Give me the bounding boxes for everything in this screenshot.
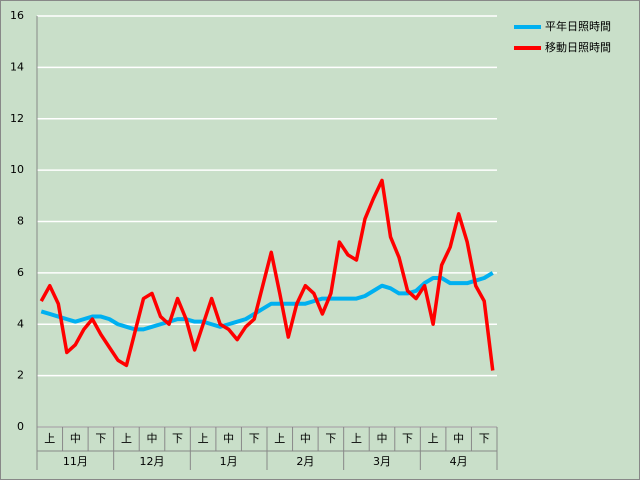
x-tick-label: 下 bbox=[95, 432, 106, 445]
y-tick-label: 4 bbox=[17, 317, 24, 330]
x-tick-label: 中 bbox=[300, 432, 311, 445]
month-label: 3月 bbox=[373, 455, 391, 468]
series-line bbox=[39, 178, 495, 371]
x-tick-label: 中 bbox=[453, 432, 464, 445]
x-tick-label: 中 bbox=[70, 432, 81, 445]
x-tick-label: 上 bbox=[121, 432, 132, 445]
month-label: 2月 bbox=[296, 455, 314, 468]
y-tick-label: 14 bbox=[10, 60, 24, 73]
x-tick-label: 下 bbox=[249, 432, 260, 445]
x-tick-label: 中 bbox=[377, 432, 388, 445]
y-tick-label: 2 bbox=[17, 369, 24, 382]
month-label: 12月 bbox=[140, 455, 165, 468]
y-tick-label: 8 bbox=[17, 215, 24, 228]
x-tick-label: 上 bbox=[198, 432, 209, 445]
y-tick-label: 12 bbox=[10, 112, 24, 125]
y-tick-label: 10 bbox=[10, 163, 24, 176]
month-label: 4月 bbox=[450, 455, 468, 468]
x-tick-label: 下 bbox=[479, 432, 490, 445]
legend-label: 移動日照時間 bbox=[545, 40, 611, 54]
y-tick-label: 0 bbox=[17, 420, 24, 433]
x-tick-label: 上 bbox=[351, 432, 362, 445]
x-tick-label: 上 bbox=[274, 432, 285, 445]
y-tick-label: 16 bbox=[10, 9, 24, 22]
x-tick-label: 中 bbox=[147, 432, 158, 445]
x-tick-label: 下 bbox=[402, 432, 413, 445]
series-line bbox=[40, 271, 494, 332]
x-tick-label: 下 bbox=[172, 432, 183, 445]
month-label: 1月 bbox=[220, 455, 238, 468]
x-tick-label: 中 bbox=[223, 432, 234, 445]
x-tick-label: 上 bbox=[428, 432, 439, 445]
y-tick-label: 6 bbox=[17, 266, 24, 279]
month-label: 11月 bbox=[63, 455, 88, 468]
legend-label: 平年日照時間 bbox=[545, 19, 611, 33]
x-tick-label: 上 bbox=[44, 432, 55, 445]
x-tick-label: 下 bbox=[325, 432, 336, 445]
